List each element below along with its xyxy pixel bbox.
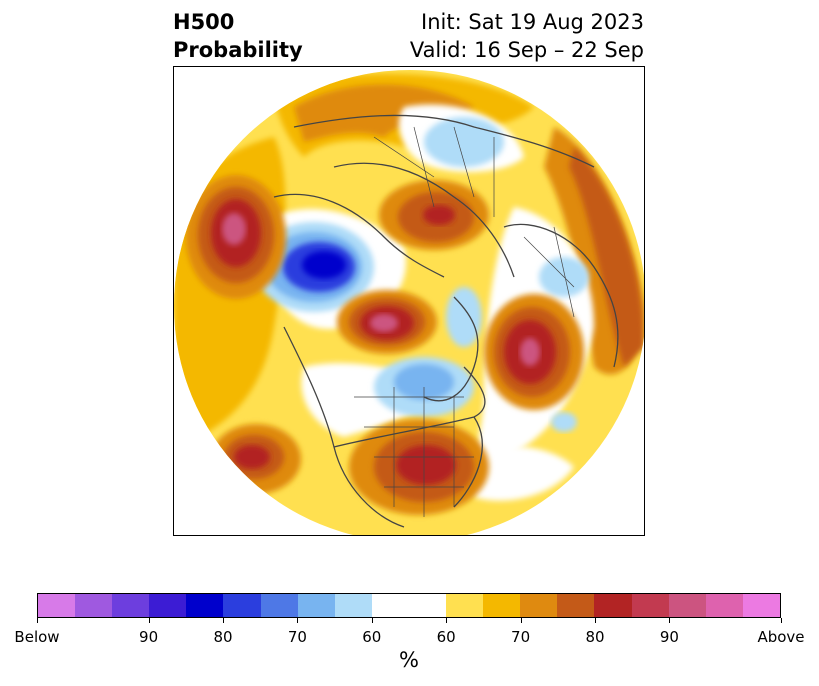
colorbar-tick-label: 90: [139, 628, 159, 646]
colorbar-tick-label: 60: [362, 628, 382, 646]
map-title-left: H500 Probability: [173, 8, 303, 64]
colorbar-tick-mark: [520, 618, 522, 623]
valid-range: Valid: 16 Sep – 22 Sep: [409, 38, 644, 62]
colorbar-tick-label: 80: [585, 628, 605, 646]
colorbar-segment: [742, 594, 780, 617]
colorbar-segment: [705, 594, 743, 617]
title-product: Probability: [173, 38, 303, 62]
colorbar-segment: [38, 594, 76, 617]
probability-field: [174, 70, 644, 535]
borders: [354, 126, 575, 517]
colorbar-segment: [520, 594, 558, 617]
colorbar-segment: [446, 594, 484, 617]
colorbar-tick-mark: [223, 618, 224, 623]
title-variable: H500: [173, 10, 235, 34]
probability-map-svg: [174, 70, 644, 535]
colorbar-tick-label: 80: [213, 628, 233, 646]
colorbar-segment: [297, 594, 335, 617]
colorbar-tick-mark: [446, 618, 448, 623]
colorbar-segment: [112, 594, 150, 617]
colorbar-tick-mark: [781, 618, 782, 623]
colorbar-tick-mark: [37, 618, 38, 623]
colorbar-segment: [75, 594, 113, 617]
colorbar-segment: [149, 594, 187, 617]
colorbar-tick-label: 60: [436, 628, 456, 646]
init-date: Init: Sat 19 Aug 2023: [421, 10, 644, 34]
colorbar-segment: [223, 594, 261, 617]
colorbar-tick-label: 70: [511, 628, 531, 646]
colorbar-segment: [557, 594, 595, 617]
colorbar-segment: [668, 594, 706, 617]
colorbar-tick-label: 70: [287, 628, 307, 646]
colorbar-segment: [334, 594, 372, 617]
colorbar-tick-label: 90: [659, 628, 679, 646]
polar-map: [173, 66, 645, 536]
colorbar: [37, 593, 781, 618]
colorbar-tick-label: Above: [757, 628, 805, 646]
colorbar-unit-label: %: [399, 648, 419, 672]
colorbar-tick-mark: [595, 618, 596, 623]
colorbar-segment: [371, 594, 447, 617]
colorbar-segment: [631, 594, 669, 617]
colorbar-segment: [483, 594, 521, 617]
colorbar-tick-label: Below: [14, 628, 60, 646]
colorbar-tick-mark: [297, 618, 299, 623]
map-title-right: Init: Sat 19 Aug 2023 Valid: 16 Sep – 22…: [410, 8, 644, 64]
colorbar-segment: [594, 594, 632, 617]
colorbar-tick-mark: [669, 618, 671, 623]
colorbar-segment: [186, 594, 224, 617]
colorbar-segment: [260, 594, 298, 617]
colorbar-tick-mark: [371, 618, 373, 623]
colorbar-tick-mark: [148, 618, 150, 623]
coastlines: [273, 114, 619, 528]
